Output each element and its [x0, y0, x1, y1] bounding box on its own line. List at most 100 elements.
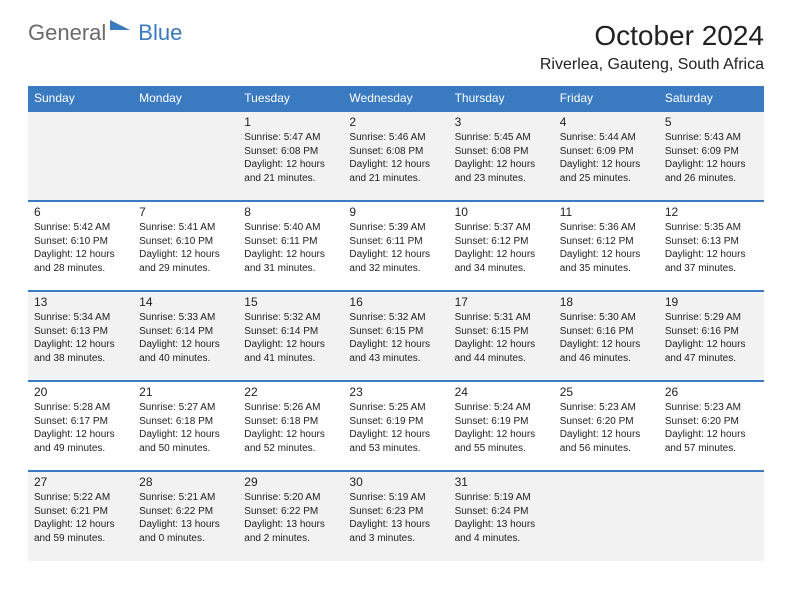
daylight-text: Daylight: 12 hours and 29 minutes. — [139, 248, 232, 275]
sunrise-text: Sunrise: 5:23 AM — [560, 401, 653, 415]
sunrise-text: Sunrise: 5:43 AM — [665, 131, 758, 145]
daylight-text: Daylight: 12 hours and 32 minutes. — [349, 248, 442, 275]
daylight-text: Daylight: 12 hours and 49 minutes. — [34, 428, 127, 455]
day-number: 9 — [349, 205, 442, 219]
daylight-text: Daylight: 12 hours and 59 minutes. — [34, 518, 127, 545]
calendar-empty — [28, 111, 133, 201]
calendar-day: 2Sunrise: 5:46 AMSunset: 6:08 PMDaylight… — [343, 111, 448, 201]
sunrise-text: Sunrise: 5:21 AM — [139, 491, 232, 505]
daylight-text: Daylight: 12 hours and 57 minutes. — [665, 428, 758, 455]
day-number: 13 — [34, 295, 127, 309]
day-number: 14 — [139, 295, 232, 309]
sunrise-text: Sunrise: 5:28 AM — [34, 401, 127, 415]
calendar-day: 26 Sunrise: 5:23 AMSunset: 6:20 PMDayligh… — [659, 381, 764, 471]
sunset-text: Sunset: 6:19 PM — [455, 415, 548, 429]
sunset-text: Sunset: 6:08 PM — [455, 145, 548, 159]
logo-text-blue: Blue — [138, 20, 182, 46]
logo-text-general: General — [28, 20, 106, 46]
calendar-day: 8Sunrise: 5:40 AMSunset: 6:11 PMDaylight… — [238, 201, 343, 291]
day-number: 27 — [34, 475, 127, 489]
sunset-text: Sunset: 6:20 PM — [560, 415, 653, 429]
sunrise-text: Sunrise: 5:39 AM — [349, 221, 442, 235]
day-number: 3 — [455, 115, 548, 129]
sunset-text: Sunset: 6:17 PM — [34, 415, 127, 429]
sunrise-text: Sunrise: 5:20 AM — [244, 491, 337, 505]
sunset-text: Sunset: 6:21 PM — [34, 505, 127, 519]
daylight-text: Daylight: 12 hours and 26 minutes. — [665, 158, 758, 185]
sunset-text: Sunset: 6:14 PM — [139, 325, 232, 339]
sunrise-text: Sunrise: 5:27 AM — [139, 401, 232, 415]
daylight-text: Daylight: 12 hours and 21 minutes. — [349, 158, 442, 185]
location-text: Riverlea, Gauteng, South Africa — [540, 56, 764, 74]
sunset-text: Sunset: 6:10 PM — [139, 235, 232, 249]
calendar-day: 18Sunrise: 5:30 AMSunset: 6:16 PMDayligh… — [554, 291, 659, 381]
sunrise-text: Sunrise: 5:32 AM — [349, 311, 442, 325]
calendar-day: 28 Sunrise: 5:21 AMSunset: 6:22 PMDayligh… — [133, 471, 238, 561]
day-number: 17 — [455, 295, 548, 309]
sunset-text: Sunset: 6:20 PM — [665, 415, 758, 429]
day-number: 24 — [455, 385, 548, 399]
day-header: Wednesday — [343, 86, 448, 111]
calendar-week: 20Sunrise: 5:28 AMSunset: 6:17 PMDayligh… — [28, 381, 764, 471]
calendar-day: 12Sunrise: 5:35 AMSunset: 6:13 PMDayligh… — [659, 201, 764, 291]
daylight-text: Daylight: 12 hours and 31 minutes. — [244, 248, 337, 275]
calendar-day: 29Sunrise: 5:20 AMSunset: 6:22 PMDayligh… — [238, 471, 343, 561]
sunrise-text: Sunrise: 5:36 AM — [560, 221, 653, 235]
calendar-day: 15Sunrise: 5:32 AMSunset: 6:14 PMDayligh… — [238, 291, 343, 381]
calendar-day: 3Sunrise: 5:45 AMSunset: 6:08 PMDaylight… — [449, 111, 554, 201]
sunset-text: Sunset: 6:09 PM — [665, 145, 758, 159]
calendar-day: 14Sunrise: 5:33 AMSunset: 6:14 PMDayligh… — [133, 291, 238, 381]
day-number: 11 — [560, 205, 653, 219]
sunset-text: Sunset: 6:18 PM — [244, 415, 337, 429]
calendar-table: SundayMondayTuesdayWednesdayThursdayFrid… — [28, 86, 764, 561]
daylight-text: Daylight: 12 hours and 46 minutes. — [560, 338, 653, 365]
day-number: 31 — [455, 475, 548, 489]
daylight-text: Daylight: 12 hours and 53 minutes. — [349, 428, 442, 455]
sunset-text: Sunset: 6:22 PM — [244, 505, 337, 519]
sunrise-text: Sunrise: 5:19 AM — [349, 491, 442, 505]
sunset-text: Sunset: 6:10 PM — [34, 235, 127, 249]
daylight-text: Daylight: 12 hours and 23 minutes. — [455, 158, 548, 185]
calendar-day: 17Sunrise: 5:31 AMSunset: 6:15 PMDayligh… — [449, 291, 554, 381]
day-header: Tuesday — [238, 86, 343, 111]
calendar-day: 30 Sunrise: 5:19 AMSunset: 6:23 PMDayligh… — [343, 471, 448, 561]
daylight-text: Daylight: 13 hours and 0 minutes. — [139, 518, 232, 545]
day-number: 18 — [560, 295, 653, 309]
sunset-text: Sunset: 6:16 PM — [560, 325, 653, 339]
daylight-text: Daylight: 12 hours and 40 minutes. — [139, 338, 232, 365]
day-number: 8 — [244, 205, 337, 219]
calendar-day: 25Sunrise: 5:23 AMSunset: 6:20 PMDayligh… — [554, 381, 659, 471]
calendar-day: 1Sunrise: 5:47 AMSunset: 6:08 PMDaylight… — [238, 111, 343, 201]
calendar-week: 1Sunrise: 5:47 AMSunset: 6:08 PMDaylight… — [28, 111, 764, 201]
daylight-text: Daylight: 13 hours and 3 minutes. — [349, 518, 442, 545]
day-number: 30 — [349, 475, 442, 489]
calendar-day: 13Sunrise: 5:34 AMSunset: 6:13 PMDayligh… — [28, 291, 133, 381]
calendar-day: 21Sunrise: 5:27 AMSunset: 6:18 PMDayligh… — [133, 381, 238, 471]
sunset-text: Sunset: 6:22 PM — [139, 505, 232, 519]
day-number: 2 — [349, 115, 442, 129]
daylight-text: Daylight: 12 hours and 34 minutes. — [455, 248, 548, 275]
sunset-text: Sunset: 6:24 PM — [455, 505, 548, 519]
day-number: 28 — [139, 475, 232, 489]
day-number: 19 — [665, 295, 758, 309]
calendar-day: 19Sunrise: 5:29 AMSunset: 6:16 PMDayligh… — [659, 291, 764, 381]
day-header-row: SundayMondayTuesdayWednesdayThursdayFrid… — [28, 86, 764, 111]
sunrise-text: Sunrise: 5:34 AM — [34, 311, 127, 325]
sunset-text: Sunset: 6:11 PM — [244, 235, 337, 249]
sunset-text: Sunset: 6:09 PM — [560, 145, 653, 159]
logo: General Blue — [28, 20, 182, 46]
sunrise-text: Sunrise: 5:35 AM — [665, 221, 758, 235]
calendar-day: 31Sunrise: 5:19 AMSunset: 6:24 PMDayligh… — [449, 471, 554, 561]
daylight-text: Daylight: 12 hours and 28 minutes. — [34, 248, 127, 275]
sunrise-text: Sunrise: 5:22 AM — [34, 491, 127, 505]
day-number: 12 — [665, 205, 758, 219]
sunset-text: Sunset: 6:15 PM — [455, 325, 548, 339]
day-number: 22 — [244, 385, 337, 399]
day-number: 26 — [665, 385, 758, 399]
sunrise-text: Sunrise: 5:23 AM — [665, 401, 758, 415]
sunset-text: Sunset: 6:19 PM — [349, 415, 442, 429]
day-number: 7 — [139, 205, 232, 219]
sunrise-text: Sunrise: 5:24 AM — [455, 401, 548, 415]
day-header: Sunday — [28, 86, 133, 111]
sunset-text: Sunset: 6:23 PM — [349, 505, 442, 519]
